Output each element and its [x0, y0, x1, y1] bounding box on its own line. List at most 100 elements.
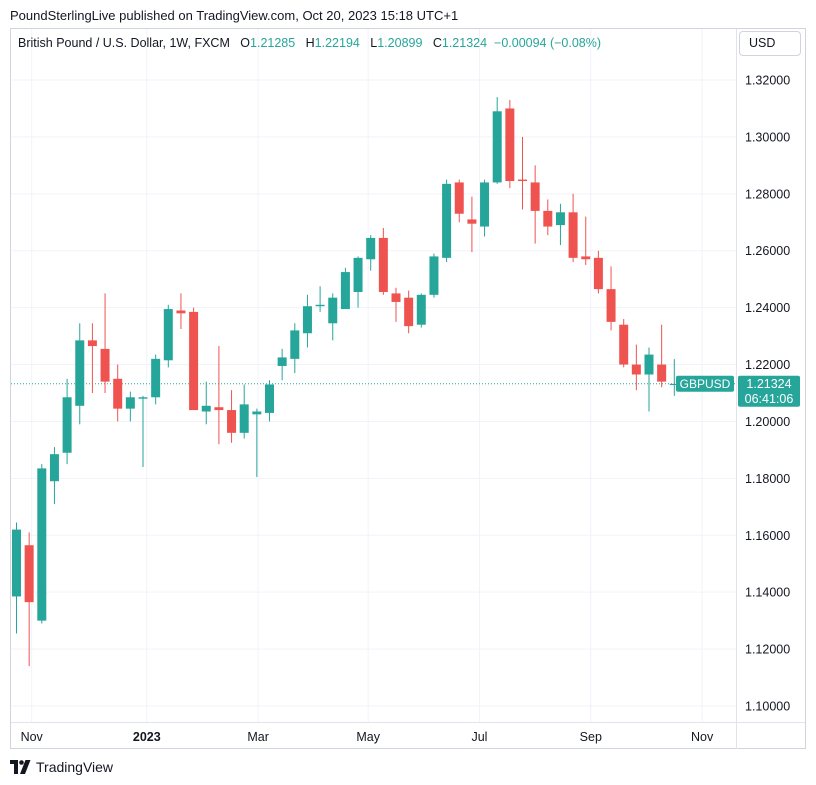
candle [353, 256, 363, 308]
candle-body [619, 324, 629, 365]
candle-body [555, 212, 565, 226]
x-tick-label: May [356, 730, 380, 744]
ohlc-legend: British Pound / U.S. Dollar, 1W, FXCM O1… [18, 36, 601, 50]
candle-body [581, 256, 591, 260]
candle-body [391, 293, 401, 302]
candle-body [239, 404, 249, 433]
candle-body [467, 219, 477, 224]
candle [227, 390, 237, 443]
x-tick-label: Jul [471, 730, 487, 744]
candle-body [62, 397, 72, 453]
y-tick-label: 1.24000 [745, 301, 790, 315]
candle [62, 378, 72, 465]
candle-body [277, 357, 287, 366]
candle [543, 199, 553, 236]
candle [391, 287, 401, 322]
candle-body [163, 309, 173, 361]
candle-body [543, 210, 553, 227]
candle-body [176, 310, 186, 314]
candle [593, 250, 603, 294]
candle-body [328, 297, 338, 324]
candle [619, 319, 629, 368]
y-tick-label: 1.28000 [745, 187, 790, 201]
candle-body [378, 237, 388, 292]
candle-body [606, 289, 616, 322]
y-tick-label: 1.30000 [745, 130, 790, 144]
candle [644, 347, 654, 412]
chart-frame [10, 28, 806, 749]
candle [239, 384, 249, 439]
candle [378, 227, 388, 295]
candle-body [631, 364, 641, 375]
candle-body [151, 358, 161, 398]
candle-body [404, 297, 414, 327]
candle [125, 391, 135, 422]
candle [366, 235, 376, 271]
candle [138, 395, 148, 467]
candle [606, 266, 616, 331]
candle [555, 203, 565, 246]
legend-high-value: 1.22194 [314, 36, 360, 50]
tradingview-logo-icon [10, 760, 31, 774]
currency-button[interactable]: USD [739, 31, 801, 56]
legend-open-value: 1.21285 [250, 36, 296, 50]
candle-body [37, 468, 47, 621]
candle-body [75, 340, 85, 406]
candle [290, 323, 300, 374]
candle-body [480, 182, 490, 227]
candle [530, 165, 540, 244]
candle-body [113, 378, 123, 409]
candle-body [227, 410, 237, 433]
candle [151, 354, 161, 405]
brand-label: TradingView [36, 759, 114, 775]
candle-body [593, 257, 603, 290]
y-tick-label: 1.18000 [745, 472, 790, 486]
candle [492, 97, 502, 184]
candle-body [138, 397, 148, 399]
candle [189, 307, 199, 411]
candle [505, 99, 515, 189]
legend-high-label: H [305, 36, 315, 50]
candle-body [201, 405, 211, 412]
candle [75, 323, 85, 425]
candle-body [518, 179, 527, 182]
candle-body [442, 183, 452, 258]
candle [518, 136, 527, 210]
candle [480, 179, 490, 237]
candle [657, 324, 667, 388]
candle [252, 408, 262, 477]
candle [404, 290, 414, 334]
candle-body [100, 348, 110, 382]
legend-symbol: British Pound / U.S. Dollar, 1W, FXCM [18, 36, 230, 50]
candle [277, 348, 287, 381]
x-tick-label: Mar [247, 730, 269, 744]
candle [454, 179, 464, 223]
y-tick-label: 1.32000 [745, 74, 790, 88]
candle-body [24, 545, 34, 603]
candle [581, 216, 591, 265]
candle [49, 447, 59, 504]
publisher-caption: PoundSterlingLive published on TradingVi… [10, 8, 459, 23]
candle [176, 293, 186, 329]
candle-body [416, 294, 426, 325]
price-badge-value: 1.21324 [746, 377, 791, 391]
candle [568, 193, 578, 263]
x-tick-label: Sep [580, 730, 602, 744]
candle-body [454, 182, 464, 214]
legend-low-value: 1.20899 [377, 36, 423, 50]
tradingview-brand[interactable]: TradingView [10, 759, 113, 775]
candle [37, 464, 47, 624]
candle-body [214, 407, 224, 411]
candle-body [568, 212, 578, 258]
candle [12, 522, 21, 634]
legend-open-label: O [240, 36, 251, 50]
legend-change: −0.00094 (−0.08%) [494, 36, 602, 50]
legend-close-label: C [432, 36, 442, 50]
legend-close-value: 1.21324 [441, 36, 488, 50]
x-tick-label: Nov [691, 730, 714, 744]
candle-body [302, 306, 312, 334]
symbol-badge [676, 375, 734, 392]
candle [328, 293, 338, 341]
candle-body [290, 330, 300, 359]
